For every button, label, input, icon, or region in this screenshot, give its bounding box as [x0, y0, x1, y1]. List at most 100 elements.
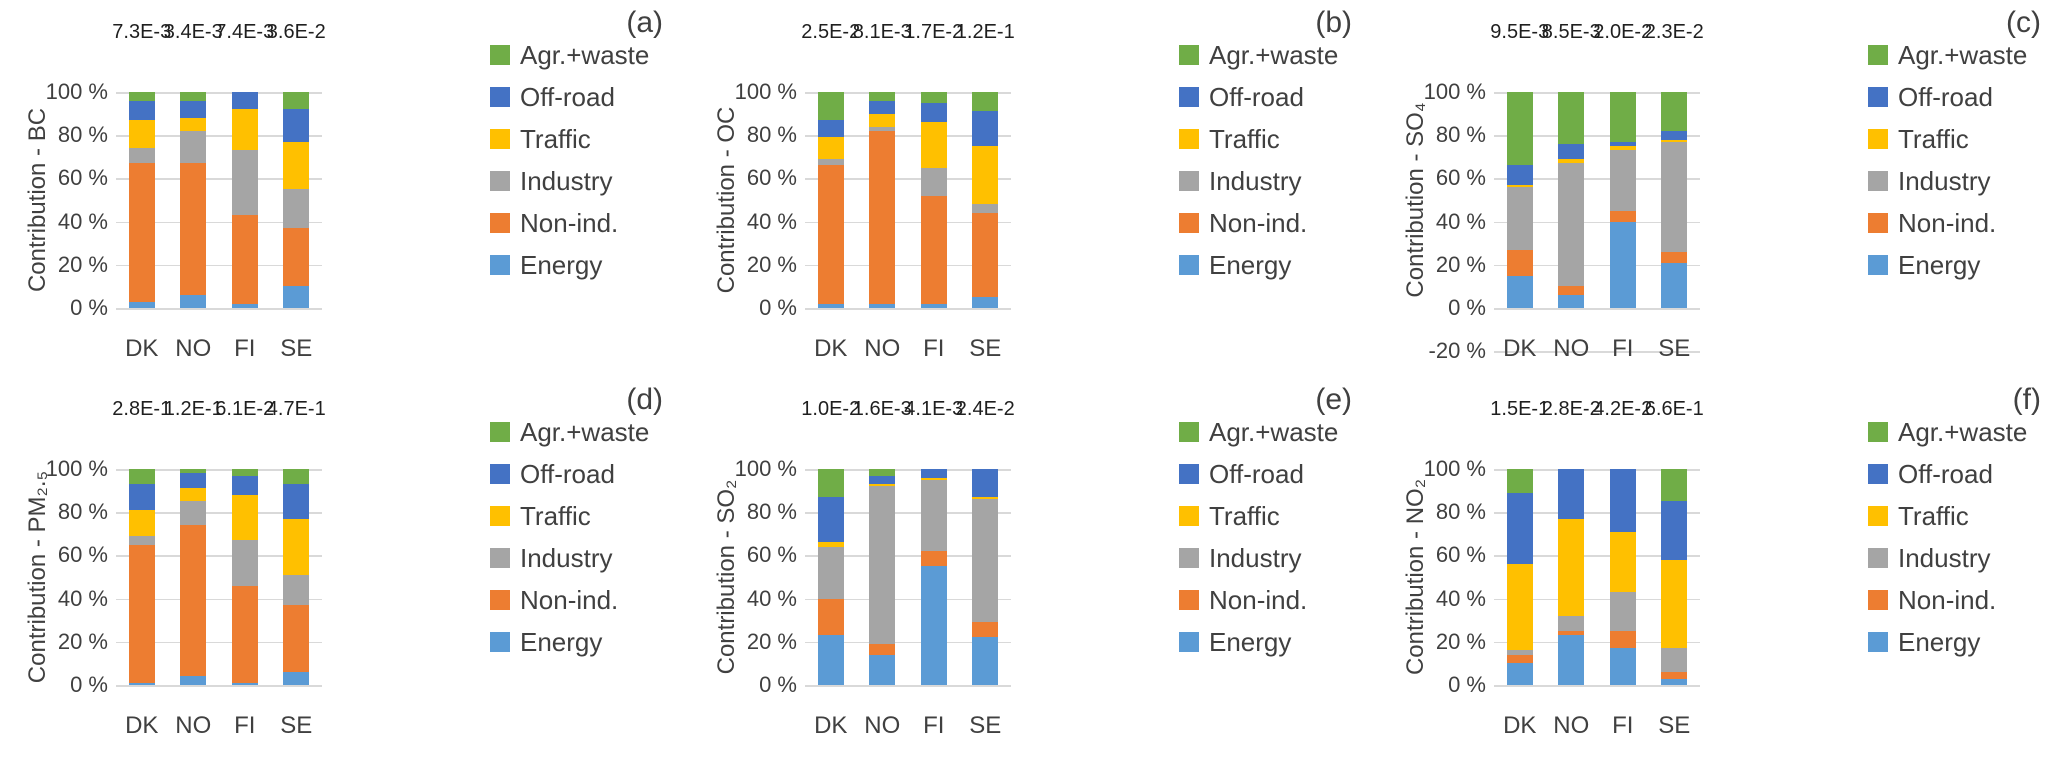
gridline: [1494, 685, 1700, 687]
legend-label: Off-road: [520, 82, 615, 112]
y-tick-label: 60 %: [57, 542, 108, 568]
stacked-bar-FI: [1609, 469, 1636, 685]
segment-off_road: [1661, 501, 1688, 560]
legend-swatch-industry-icon: [490, 548, 510, 568]
y-tick-label: 40 %: [746, 585, 797, 611]
segment-energy: [128, 682, 155, 685]
segment-industry: [1558, 163, 1585, 287]
x-tick-label: FI: [1612, 335, 1634, 362]
stacked-bar-DK: [1506, 469, 1533, 685]
segment-energy: [972, 297, 999, 308]
segment-non_ind: [920, 551, 947, 567]
segment-industry: [920, 167, 947, 196]
segment-non_ind: [180, 525, 207, 677]
bar-value-label: 1.0E-2: [801, 398, 861, 420]
segment-agr_waste: [180, 92, 207, 101]
legend-item-off_road: Off-road: [490, 84, 649, 110]
segment-traffic: [1609, 146, 1636, 151]
chart-panel-d: 100 % 80 % 60 % 40 % 20 % 0 % 2.8E-1 DK 1.2E-1 NO…: [0, 377, 689, 754]
bar-value-label: 1.2E-1: [955, 21, 1015, 43]
legend-label: Energy: [1209, 250, 1292, 280]
y-tick-label: 80 %: [1435, 499, 1486, 525]
segment-non_ind: [180, 163, 207, 296]
legend-swatch-non_ind-icon: [1868, 590, 1888, 610]
segment-energy: [180, 295, 207, 308]
segment-off_road: [128, 484, 155, 511]
y-tick-label: 20 %: [57, 251, 108, 277]
segment-energy: [1609, 221, 1636, 308]
stacked-bar-DK: [128, 469, 155, 685]
legend-item-traffic: Traffic: [1179, 503, 1338, 529]
legend-item-industry: Industry: [1179, 545, 1338, 571]
y-tick-label: 100 %: [45, 456, 108, 481]
chart-panel-e: 100 % 80 % 60 % 40 % 20 % 0 % 1.0E-2 DK 1.6E-3 NO…: [689, 377, 1378, 754]
gridline: [116, 92, 322, 94]
segment-off_road: [283, 484, 310, 519]
gridline: [1494, 221, 1700, 224]
legend-swatch-off_road-icon: [490, 464, 510, 484]
legend-item-traffic: Traffic: [1868, 503, 2027, 529]
legend-item-industry: Industry: [1179, 168, 1338, 194]
stacked-bar-SE: [972, 92, 999, 308]
panel-letter: (a): [626, 6, 663, 39]
chart-panel-a: 100 % 80 % 60 % 40 % 20 % 0 % 7.3E-3 DK 3.4E-3 NO…: [0, 0, 689, 377]
legend-item-agr_waste: Agr.+waste: [1179, 42, 1338, 68]
gridline: [1494, 598, 1700, 601]
legend-label: Agr.+waste: [520, 417, 650, 447]
gridline: [1494, 178, 1700, 180]
legend-label: Agr.+waste: [1209, 40, 1339, 70]
segment-industry: [1506, 650, 1533, 655]
segment-traffic: [1558, 159, 1585, 164]
segment-agr_waste: [1661, 469, 1688, 502]
gridline: [116, 641, 322, 644]
segment-agr_waste: [1661, 92, 1688, 131]
segment-off_road: [920, 102, 947, 123]
bar-value-label: 4.2E-2: [1593, 398, 1653, 420]
gridline: [1494, 135, 1700, 137]
segment-energy: [972, 637, 999, 685]
y-axis-title: Contribution - OC: [713, 106, 740, 294]
y-tick-label: 20 %: [746, 628, 797, 654]
segment-traffic: [180, 117, 207, 131]
panel-letter: (f): [2012, 383, 2041, 416]
legend-label: Off-road: [1209, 459, 1304, 489]
x-tick-label: SE: [280, 335, 313, 362]
segment-industry: [1609, 150, 1636, 211]
stacked-bar-NO: [1558, 92, 1585, 308]
legend-item-non_ind: Non-ind.: [1179, 210, 1338, 236]
segment-off_road: [817, 120, 844, 138]
segment-energy: [180, 676, 207, 685]
bar-value-label: 4.7E-1: [266, 398, 326, 420]
stacked-bar-NO: [869, 469, 896, 685]
segment-agr_waste: [817, 469, 844, 498]
legend-label: Agr.+waste: [1898, 417, 2028, 447]
segment-traffic: [1506, 564, 1533, 651]
legend-item-industry: Industry: [490, 545, 649, 571]
stacked-bar-FI: [231, 92, 258, 308]
segment-traffic: [283, 141, 310, 190]
segment-agr_waste: [817, 92, 844, 121]
chart-panel-c: 100 % 80 % 60 % 40 % 20 % 0 % -20 % 9.5E-3 DK 8.5…: [1378, 0, 2067, 377]
y-tick-label: 100 %: [1423, 456, 1486, 481]
segment-energy: [1506, 663, 1533, 685]
segment-non_ind: [283, 228, 310, 287]
gridline: [116, 308, 322, 310]
panel-letter: (e): [1315, 383, 1352, 416]
legend-swatch-off_road-icon: [1868, 87, 1888, 107]
stacked-bar-FI: [1609, 92, 1636, 308]
segment-energy: [283, 286, 310, 308]
legend-label: Industry: [520, 543, 613, 573]
gridline: [1494, 92, 1700, 94]
segment-agr_waste: [1558, 92, 1585, 144]
legend-label: Industry: [1209, 543, 1302, 573]
legend-item-energy: Energy: [1868, 252, 2027, 278]
stacked-bar-NO: [869, 92, 896, 308]
stacked-bar-SE: [1661, 469, 1688, 685]
legend-item-industry: Industry: [490, 168, 649, 194]
segment-off_road: [972, 111, 999, 147]
segment-industry: [817, 546, 844, 599]
segment-energy: [231, 682, 258, 685]
segment-traffic: [869, 484, 896, 487]
legend-swatch-traffic-icon: [490, 506, 510, 526]
segment-energy: [1609, 648, 1636, 685]
